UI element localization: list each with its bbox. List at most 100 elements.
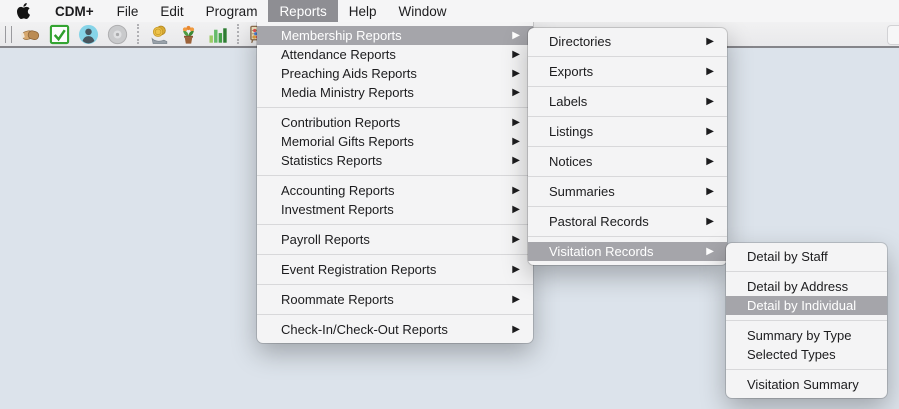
submenu-arrow-icon: ▶ bbox=[706, 246, 714, 257]
menu-item-label: Exports bbox=[549, 64, 594, 79]
menubar-item-program[interactable]: Program bbox=[205, 3, 258, 19]
menu-item-label: Attendance Reports bbox=[281, 47, 396, 62]
menu-item-label: Summaries bbox=[549, 184, 615, 199]
menu-item-detail-by-individual[interactable]: Detail by Individual bbox=[726, 296, 887, 315]
menu-item-checkin-checkout-reports[interactable]: Check-In/Check-Out Reports ▶ bbox=[257, 320, 533, 339]
menu-item-roommate-reports[interactable]: Roommate Reports ▶ bbox=[257, 290, 533, 309]
apple-menu[interactable] bbox=[0, 0, 43, 22]
disc-icon[interactable] bbox=[106, 23, 128, 45]
menu-item-pastoral-records[interactable]: Pastoral Records ▶ bbox=[528, 212, 727, 231]
menu-item-label: Membership Reports bbox=[281, 28, 402, 43]
menu-item-event-registration-reports[interactable]: Event Registration Reports ▶ bbox=[257, 260, 533, 279]
menu-separator bbox=[528, 176, 727, 177]
submenu-arrow-icon: ▶ bbox=[706, 36, 714, 47]
membership-reports-submenu: Directories ▶ Exports ▶ Labels ▶ Listing… bbox=[528, 28, 727, 265]
submenu-arrow-icon: ▶ bbox=[706, 126, 714, 137]
menu-item-summary-by-type[interactable]: Summary by Type bbox=[726, 326, 887, 345]
menu-item-contribution-reports[interactable]: Contribution Reports ▶ bbox=[257, 113, 533, 132]
submenu-arrow-icon: ▶ bbox=[512, 324, 520, 335]
menu-item-memorial-gifts-reports[interactable]: Memorial Gifts Reports ▶ bbox=[257, 132, 533, 151]
menu-item-label: Check-In/Check-Out Reports bbox=[281, 322, 448, 337]
menu-item-accounting-reports[interactable]: Accounting Reports ▶ bbox=[257, 181, 533, 200]
menu-item-selected-types[interactable]: Selected Types bbox=[726, 345, 887, 364]
menubar-item-app[interactable]: CDM+ bbox=[55, 3, 94, 19]
menu-item-label: Memorial Gifts Reports bbox=[281, 134, 414, 149]
menu-item-label: Payroll Reports bbox=[281, 232, 370, 247]
menu-item-label: Labels bbox=[549, 94, 588, 109]
menu-item-label: Accounting Reports bbox=[281, 183, 395, 198]
submenu-arrow-icon: ▶ bbox=[706, 156, 714, 167]
menu-item-label: Contribution Reports bbox=[281, 115, 401, 130]
menubar-item-edit[interactable]: Edit bbox=[160, 3, 184, 19]
toolbar-drag-handle[interactable] bbox=[5, 25, 12, 43]
menu-separator bbox=[528, 236, 727, 237]
menu-separator bbox=[528, 206, 727, 207]
menu-separator bbox=[528, 56, 727, 57]
menubar-item-help[interactable]: Help bbox=[348, 3, 377, 19]
submenu-arrow-icon: ▶ bbox=[512, 30, 520, 41]
menu-item-label: Statistics Reports bbox=[281, 153, 383, 168]
menu-item-attendance-reports[interactable]: Attendance Reports ▶ bbox=[257, 45, 533, 64]
menu-item-labels[interactable]: Labels ▶ bbox=[528, 92, 727, 111]
menu-item-label: Selected Types bbox=[747, 347, 836, 362]
menu-item-label: Detail by Staff bbox=[747, 249, 828, 264]
menu-item-listings[interactable]: Listings ▶ bbox=[528, 122, 727, 141]
menu-item-label: Visitation Summary bbox=[747, 377, 859, 392]
menu-separator bbox=[726, 271, 887, 272]
tasks-checkbox-icon[interactable] bbox=[48, 23, 70, 45]
menubar-item-reports[interactable]: Reports bbox=[268, 0, 338, 22]
menu-item-label: Investment Reports bbox=[281, 202, 394, 217]
menu-item-label: Detail by Individual bbox=[747, 298, 857, 313]
menu-item-investment-reports[interactable]: Investment Reports ▶ bbox=[257, 200, 533, 219]
menubar-item-file[interactable]: File bbox=[116, 3, 139, 19]
menu-item-label: Pastoral Records bbox=[549, 214, 649, 229]
toolbar-separator bbox=[237, 24, 239, 44]
menu-item-visitation-summary[interactable]: Visitation Summary bbox=[726, 375, 887, 394]
submenu-arrow-icon: ▶ bbox=[512, 204, 520, 215]
menu-separator bbox=[257, 314, 533, 315]
submenu-arrow-icon: ▶ bbox=[512, 49, 520, 60]
menu-item-exports[interactable]: Exports ▶ bbox=[528, 62, 727, 81]
money-hand-icon[interactable] bbox=[148, 23, 170, 45]
menu-item-media-ministry-reports[interactable]: Media Ministry Reports ▶ bbox=[257, 83, 533, 102]
menu-item-label: Summary by Type bbox=[747, 328, 852, 343]
menu-item-membership-reports[interactable]: Membership Reports ▶ bbox=[257, 26, 533, 45]
submenu-arrow-icon: ▶ bbox=[512, 155, 520, 166]
menu-item-label: Notices bbox=[549, 154, 593, 169]
plant-icon[interactable] bbox=[177, 23, 199, 45]
person-icon[interactable] bbox=[77, 23, 99, 45]
menu-item-label: Event Registration Reports bbox=[281, 262, 437, 277]
menu-item-detail-by-staff[interactable]: Detail by Staff bbox=[726, 247, 887, 266]
menu-item-label: Visitation Records bbox=[549, 244, 654, 259]
submenu-arrow-icon: ▶ bbox=[512, 117, 520, 128]
handshake-icon[interactable] bbox=[19, 23, 41, 45]
menu-item-label: Listings bbox=[549, 124, 594, 139]
visitation-records-submenu: Detail by Staff Detail by Address Detail… bbox=[726, 243, 887, 398]
apple-logo-icon bbox=[17, 3, 30, 19]
toolbar-separator bbox=[137, 24, 139, 44]
bar-chart-icon[interactable] bbox=[206, 23, 228, 45]
menu-bar: CDM+ File Edit Program Reports Help Wind… bbox=[0, 0, 899, 22]
menu-item-summaries[interactable]: Summaries ▶ bbox=[528, 182, 727, 201]
menu-item-statistics-reports[interactable]: Statistics Reports ▶ bbox=[257, 151, 533, 170]
menu-item-label: Detail by Address bbox=[747, 279, 849, 294]
menu-item-payroll-reports[interactable]: Payroll Reports ▶ bbox=[257, 230, 533, 249]
submenu-arrow-icon: ▶ bbox=[706, 96, 714, 107]
menu-item-directories[interactable]: Directories ▶ bbox=[528, 32, 727, 51]
submenu-arrow-icon: ▶ bbox=[706, 66, 714, 77]
menubar-item-window[interactable]: Window bbox=[398, 3, 447, 19]
submenu-arrow-icon: ▶ bbox=[512, 234, 520, 245]
menu-item-detail-by-address[interactable]: Detail by Address bbox=[726, 277, 887, 296]
menu-item-notices[interactable]: Notices ▶ bbox=[528, 152, 727, 171]
menu-separator bbox=[726, 320, 887, 321]
menu-separator bbox=[257, 175, 533, 176]
menu-item-preaching-aids-reports[interactable]: Preaching Aids Reports ▶ bbox=[257, 64, 533, 83]
menu-item-visitation-records[interactable]: Visitation Records ▶ bbox=[528, 242, 727, 261]
menu-separator bbox=[257, 254, 533, 255]
menu-separator bbox=[257, 107, 533, 108]
menu-separator bbox=[726, 369, 887, 370]
menu-item-label: Media Ministry Reports bbox=[281, 85, 414, 100]
menu-separator bbox=[528, 86, 727, 87]
toolbar-right-control[interactable] bbox=[887, 25, 899, 45]
